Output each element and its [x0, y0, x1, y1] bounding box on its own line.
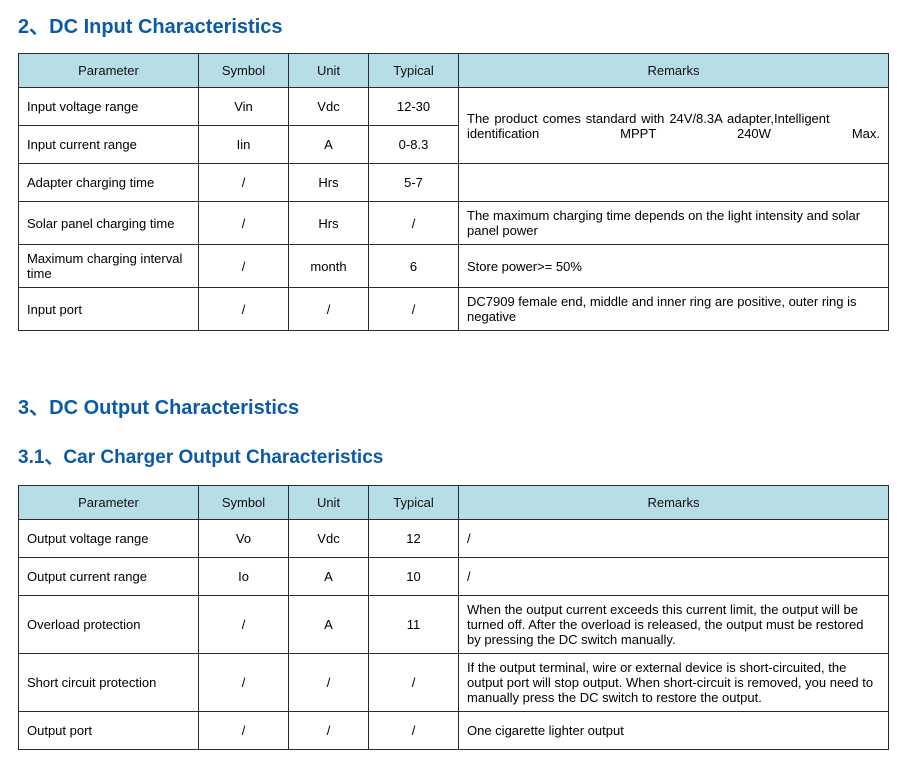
- table-row: Overload protection / A 11 When the outp…: [19, 596, 889, 654]
- col-header-parameter: Parameter: [19, 54, 199, 88]
- cell-unit: /: [289, 654, 369, 712]
- cell-unit: Hrs: [289, 202, 369, 245]
- cell-typical: /: [369, 654, 459, 712]
- cell-remarks: If the output terminal, wire or external…: [459, 654, 889, 712]
- cell-symbol: /: [199, 654, 289, 712]
- cell-symbol: /: [199, 288, 289, 331]
- cell-parameter: Maximum charging interval time: [19, 245, 199, 288]
- cell-symbol: /: [199, 245, 289, 288]
- cell-typical: /: [369, 288, 459, 331]
- cell-remarks: [459, 164, 889, 202]
- col-header-symbol: Symbol: [199, 54, 289, 88]
- col-header-remarks: Remarks: [459, 486, 889, 520]
- cell-parameter: Input voltage range: [19, 88, 199, 126]
- table-header-row: Parameter Symbol Unit Typical Remarks: [19, 54, 889, 88]
- cell-unit: /: [289, 288, 369, 331]
- cell-symbol: Iin: [199, 126, 289, 164]
- cell-typical: 12: [369, 520, 459, 558]
- cell-typical: 11: [369, 596, 459, 654]
- section-3-heading: 3、DC Output Characteristics: [18, 391, 889, 420]
- table-row: Output voltage range Vo Vdc 12 /: [19, 520, 889, 558]
- cell-parameter: Input port: [19, 288, 199, 331]
- cell-symbol: /: [199, 164, 289, 202]
- cell-parameter: Adapter charging time: [19, 164, 199, 202]
- cell-unit: A: [289, 596, 369, 654]
- table-row: Input voltage range Vin Vdc 12-30 The pr…: [19, 88, 889, 126]
- cell-symbol: Vin: [199, 88, 289, 126]
- col-header-parameter: Parameter: [19, 486, 199, 520]
- table-row: Short circuit protection / / / If the ou…: [19, 654, 889, 712]
- table-row: Solar panel charging time / Hrs / The ma…: [19, 202, 889, 245]
- cell-unit: Vdc: [289, 88, 369, 126]
- cell-parameter: Output voltage range: [19, 520, 199, 558]
- table-row: Maximum charging interval time / month 6…: [19, 245, 889, 288]
- col-header-unit: Unit: [289, 54, 369, 88]
- cell-symbol: /: [199, 596, 289, 654]
- table-row: Output current range Io A 10 /: [19, 558, 889, 596]
- cell-unit: Vdc: [289, 520, 369, 558]
- cell-remarks: Store power>= 50%: [459, 245, 889, 288]
- cell-typical: 5-7: [369, 164, 459, 202]
- cell-remarks: DC7909 female end, middle and inner ring…: [459, 288, 889, 331]
- cell-unit: month: [289, 245, 369, 288]
- cell-symbol: Io: [199, 558, 289, 596]
- dc-input-table: Parameter Symbol Unit Typical Remarks In…: [18, 53, 889, 331]
- section-3-1-heading: 3.1、Car Charger Output Characteristics: [18, 442, 889, 469]
- cell-symbol: Vo: [199, 520, 289, 558]
- cell-parameter: Output current range: [19, 558, 199, 596]
- cell-typical: /: [369, 202, 459, 245]
- col-header-symbol: Symbol: [199, 486, 289, 520]
- cell-remarks: /: [459, 520, 889, 558]
- cell-typical: 12-30: [369, 88, 459, 126]
- cell-unit: A: [289, 126, 369, 164]
- cell-remarks: The maximum charging time depends on the…: [459, 202, 889, 245]
- col-header-typical: Typical: [369, 486, 459, 520]
- cell-parameter: Input current range: [19, 126, 199, 164]
- cell-typical: 10: [369, 558, 459, 596]
- cell-typical: 6: [369, 245, 459, 288]
- col-header-typical: Typical: [369, 54, 459, 88]
- cell-remarks-merged: The product comes standard with 24V/8.3A…: [459, 88, 889, 164]
- cell-parameter: Short circuit protection: [19, 654, 199, 712]
- col-header-unit: Unit: [289, 486, 369, 520]
- car-charger-table: Parameter Symbol Unit Typical Remarks Ou…: [18, 485, 889, 750]
- section-2-heading: 2、DC Input Characteristics: [18, 10, 889, 39]
- col-header-remarks: Remarks: [459, 54, 889, 88]
- cell-parameter: Overload protection: [19, 596, 199, 654]
- cell-typical: 0-8.3: [369, 126, 459, 164]
- cell-remarks: When the output current exceeds this cur…: [459, 596, 889, 654]
- cell-parameter: Solar panel charging time: [19, 202, 199, 245]
- table-row: Adapter charging time / Hrs 5-7: [19, 164, 889, 202]
- cell-remarks: /: [459, 558, 889, 596]
- cell-unit: Hrs: [289, 164, 369, 202]
- table-row: Input port / / / DC7909 female end, midd…: [19, 288, 889, 331]
- cell-unit: A: [289, 558, 369, 596]
- cell-symbol: /: [199, 202, 289, 245]
- table-header-row: Parameter Symbol Unit Typical Remarks: [19, 486, 889, 520]
